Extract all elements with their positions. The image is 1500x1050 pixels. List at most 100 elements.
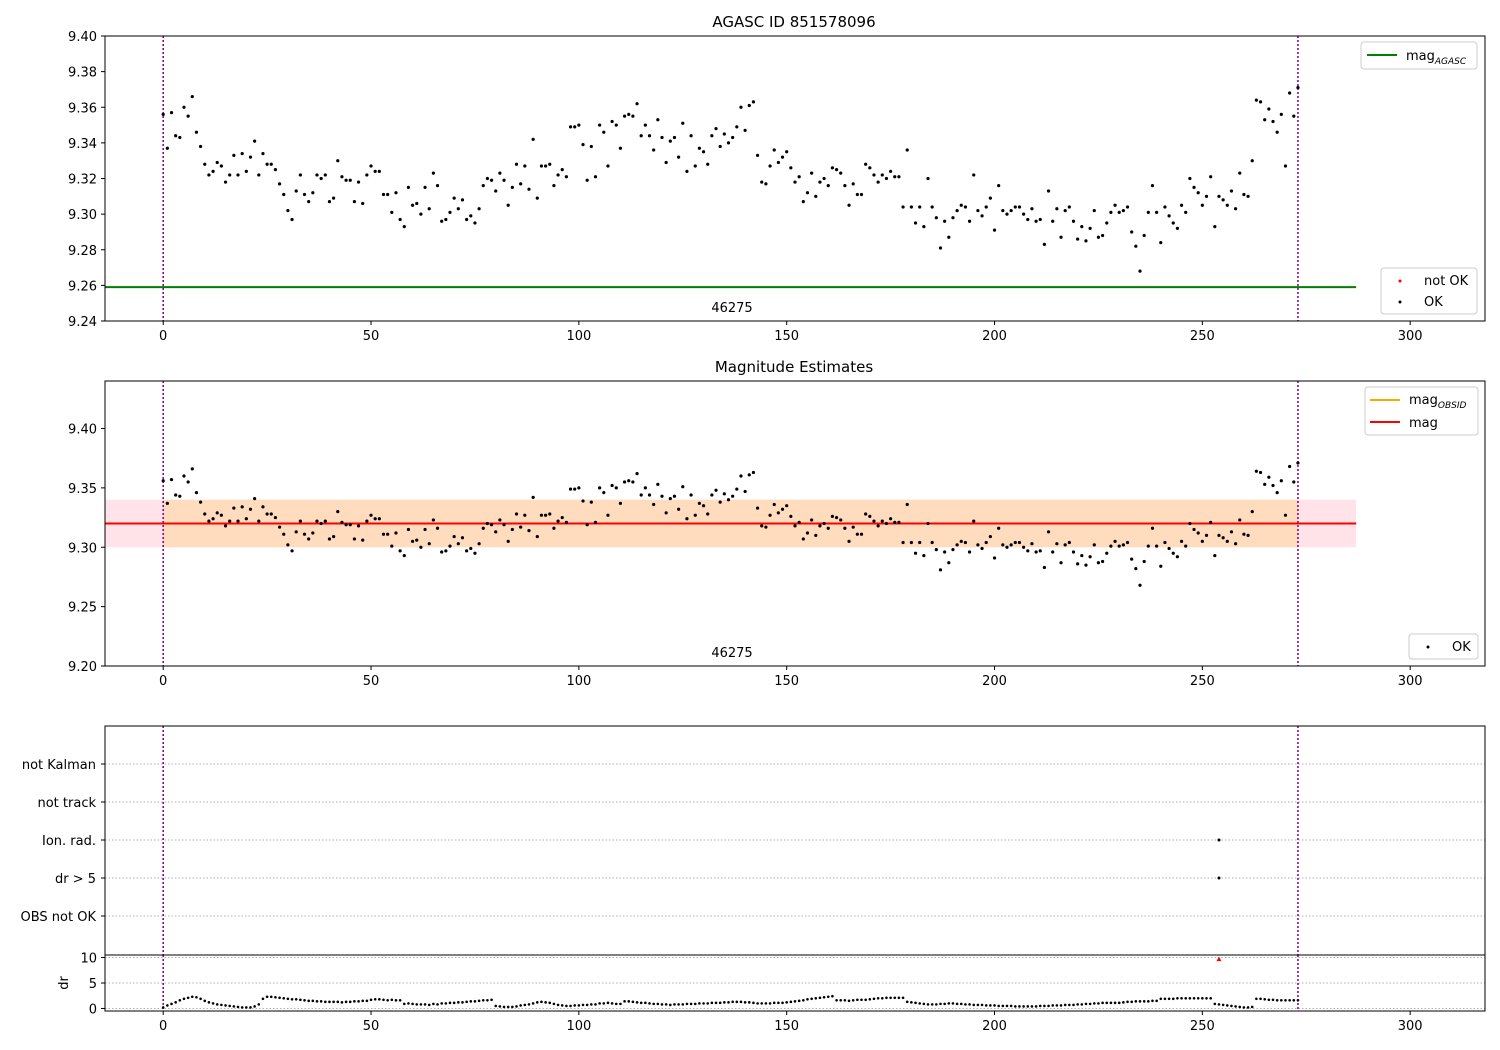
panel-agasc-xtick-label: 0 bbox=[159, 329, 167, 344]
dr-point bbox=[577, 1004, 581, 1007]
legend-box bbox=[1360, 41, 1478, 70]
mag-estimate-ok-point bbox=[539, 513, 544, 517]
mag-ok-point bbox=[834, 167, 839, 172]
mag-ok-point bbox=[1026, 217, 1030, 222]
dr-point bbox=[1138, 1000, 1142, 1003]
dr-point bbox=[261, 997, 265, 1001]
mag-ok-point bbox=[556, 173, 560, 177]
dr-point bbox=[1255, 997, 1258, 1001]
mag-estimate-ok-point bbox=[481, 526, 485, 530]
mag-ok-point bbox=[257, 173, 261, 177]
dr-point bbox=[190, 995, 194, 999]
mag-ok-point bbox=[1238, 171, 1242, 175]
mag-ok-point bbox=[456, 207, 460, 211]
mag-estimate-ok-point bbox=[693, 513, 697, 517]
mag-estimate-ok-point bbox=[1171, 551, 1175, 555]
mag-ok-point bbox=[215, 160, 219, 165]
dr-point bbox=[494, 1004, 498, 1008]
mag-ok-point bbox=[643, 123, 647, 127]
mag-ok-point bbox=[440, 219, 444, 223]
dr-point bbox=[843, 999, 847, 1002]
dr-point bbox=[1051, 1004, 1055, 1007]
mag-estimate-ok-point bbox=[581, 499, 585, 503]
dr-point bbox=[315, 1000, 319, 1003]
mag-ok-point bbox=[639, 134, 643, 138]
mag-ok-point bbox=[1175, 226, 1180, 230]
dr-point bbox=[1230, 1004, 1233, 1008]
mag-ok-point bbox=[585, 178, 589, 182]
mag-ok-point bbox=[963, 205, 968, 209]
dr-point bbox=[897, 996, 901, 1000]
dr-point bbox=[432, 1002, 435, 1006]
panel-agasc-ytick-label: 9.28 bbox=[68, 244, 97, 259]
mag-ok-point bbox=[668, 139, 672, 143]
mag-estimate-ok-point bbox=[1263, 482, 1267, 486]
dr-point bbox=[1097, 1002, 1100, 1005]
dr-point bbox=[378, 997, 381, 1001]
dr-point bbox=[1059, 1004, 1063, 1007]
mag-estimate-ok-point bbox=[506, 539, 510, 543]
mag-estimate-ok-point bbox=[585, 523, 589, 527]
mag-ok-point bbox=[182, 105, 186, 109]
dr-point bbox=[506, 1005, 510, 1009]
mag-ok-point bbox=[406, 185, 411, 190]
mag-ok-point bbox=[1071, 219, 1076, 223]
dr-point bbox=[1122, 1001, 1125, 1004]
mag-ok-point bbox=[514, 162, 519, 166]
mag-estimate-ok-point bbox=[327, 537, 332, 541]
mag-estimate-ok-point bbox=[764, 525, 768, 529]
dr-point bbox=[1225, 1004, 1229, 1007]
mag-ok-point bbox=[988, 196, 992, 200]
mag-ok-point bbox=[810, 171, 814, 175]
mag-ok-point bbox=[1163, 205, 1167, 209]
legend-label-main: mag bbox=[1406, 49, 1435, 64]
mag-ok-point bbox=[764, 182, 768, 186]
mag-ok-point bbox=[323, 173, 327, 177]
dr-point bbox=[1292, 999, 1296, 1002]
mag-estimate-ok-point bbox=[390, 544, 394, 548]
dr-point bbox=[631, 1000, 635, 1004]
mag-ok-point bbox=[315, 173, 319, 177]
dr-point bbox=[702, 1002, 705, 1005]
mag-ok-point bbox=[814, 194, 818, 198]
mag-ok-point bbox=[1042, 242, 1046, 247]
mag-ok-point bbox=[664, 160, 668, 165]
mag-estimate-ok-point bbox=[843, 526, 847, 530]
mag-estimate-ok-point bbox=[531, 495, 535, 499]
dr-point bbox=[1038, 1004, 1042, 1008]
mag-ok-point bbox=[934, 216, 938, 220]
dr-point bbox=[274, 995, 277, 999]
dr-point bbox=[602, 1002, 606, 1005]
panel-magnitude: Magnitude Estimates 0 50 100 150 200 250 300 9.… bbox=[68, 358, 1486, 689]
mag-ok-point bbox=[1188, 176, 1192, 181]
mag-estimate-ok-point bbox=[627, 479, 631, 483]
mag-ok-point bbox=[726, 141, 731, 145]
dr-point bbox=[1159, 997, 1163, 1001]
mag-estimate-ok-point bbox=[972, 519, 976, 523]
mag-ok-point bbox=[265, 162, 269, 166]
mag-estimate-ok-point bbox=[1051, 550, 1055, 554]
dr-point bbox=[186, 996, 190, 1000]
dr-point bbox=[619, 1002, 622, 1006]
mag-ok-point bbox=[1196, 191, 1200, 195]
mag-estimate-ok-point bbox=[918, 540, 922, 545]
dr-point bbox=[781, 1001, 784, 1005]
mag-estimate-ok-point bbox=[348, 523, 352, 527]
mag-ok-point bbox=[922, 224, 926, 229]
legend-swatch-ok bbox=[1398, 300, 1402, 304]
mag-estimate-ok-point bbox=[178, 494, 182, 498]
mag-ok-point bbox=[884, 176, 889, 181]
panel-dr-ytick-label: 5 bbox=[89, 977, 97, 992]
mag-ok-point bbox=[656, 118, 660, 122]
dr-point bbox=[1238, 1005, 1242, 1009]
dr-point bbox=[419, 1003, 423, 1006]
mag-estimate-ok-point bbox=[1125, 540, 1130, 545]
mag-estimate-ok-point bbox=[681, 485, 685, 489]
dr-point bbox=[548, 1001, 552, 1005]
mag-ok-point bbox=[980, 214, 984, 218]
dr-point bbox=[1055, 1004, 1059, 1007]
mag-estimate-ok-point bbox=[660, 494, 664, 498]
dr-point bbox=[195, 995, 198, 999]
dr-point bbox=[207, 1001, 211, 1004]
mag-ok-point bbox=[818, 180, 822, 184]
